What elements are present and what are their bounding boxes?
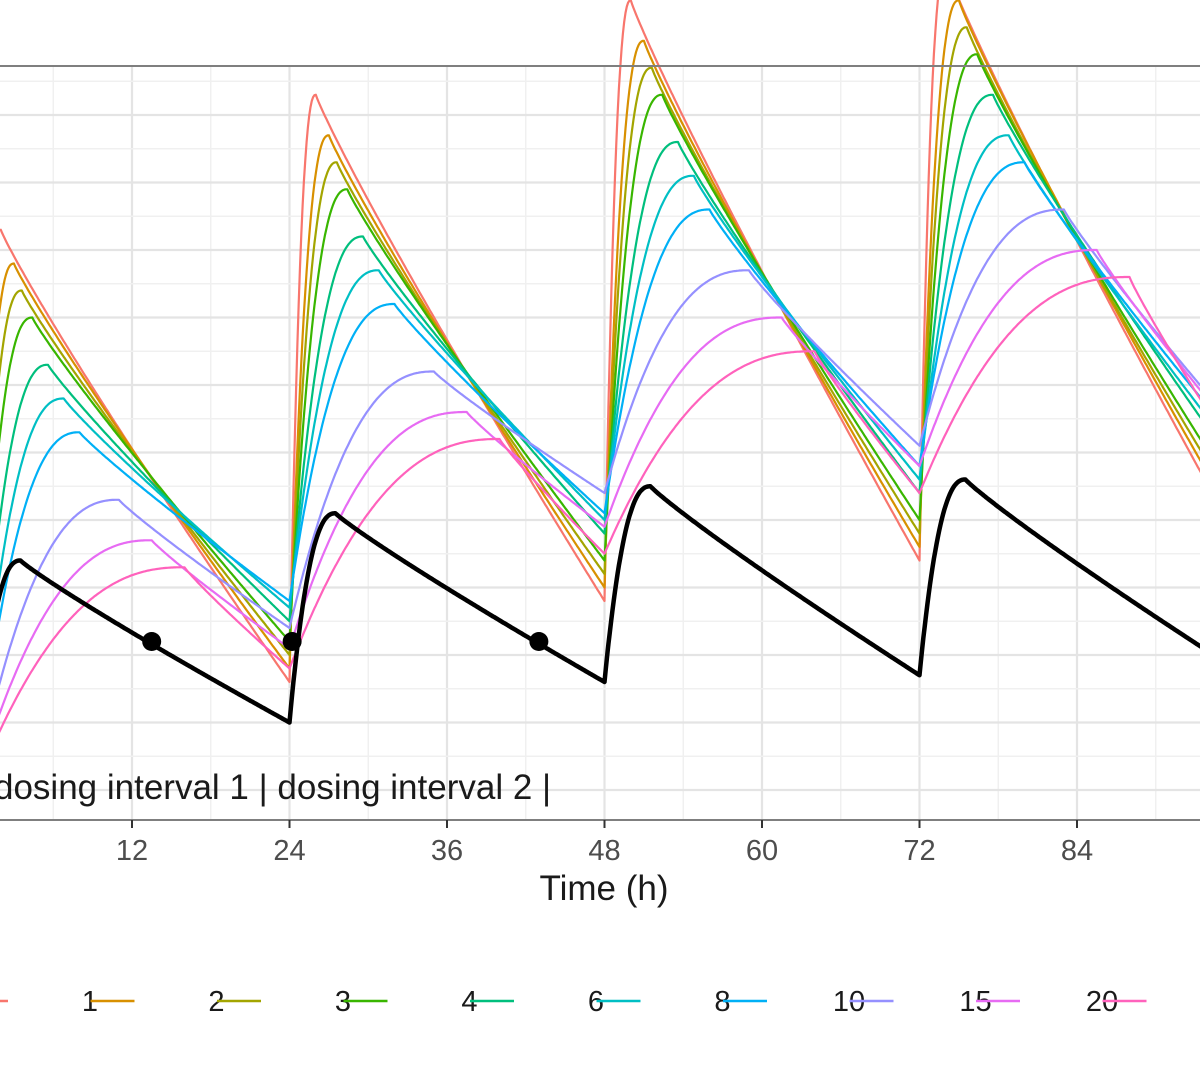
series-line-unlabeled-10 [0,477,1200,725]
x-tick-label: 72 [903,835,935,867]
series-line-6 [0,93,1200,623]
legend-label: 3 [335,986,351,1018]
x-tick-label: 36 [431,835,463,867]
highlight-point-2 [282,632,302,651]
x-tick-label: 48 [588,835,620,867]
plot-series [0,0,1200,734]
highlight-point-3 [529,632,549,651]
legend-label: 1 [82,986,98,1018]
x-tick-label: 60 [746,835,778,867]
legend-label: 2 [208,986,224,1018]
highlight-points [142,632,549,651]
legend-label: 8 [714,986,730,1018]
grid [0,66,1200,820]
series-line-20 [0,248,1200,716]
legend: 1 2 3 4 6 8 10 15 20 [0,986,1147,1018]
series-line-10 [0,161,1200,622]
x-axis-title: Time (h) [540,869,669,908]
legend-label: 4 [461,986,477,1018]
series-line-3 [0,26,1200,657]
series-line-unlabeled-9 [0,275,1200,734]
plot-panel-border [0,65,1200,821]
series-line-15 [0,208,1200,686]
highlight-point-1 [142,632,162,651]
dosing-interval-annotation: dosing interval 1 | dosing interval 2 | [0,768,551,807]
x-tick-label: 24 [273,835,305,867]
series-line-8 [0,134,1200,609]
x-axis: 12 24 36 48 60 72 84 [116,820,1093,867]
legend-label: 6 [588,986,604,1018]
series-line-1 [0,0,1200,684]
x-tick-label: 84 [1061,835,1093,867]
series-line-2 [0,0,1200,670]
x-tick-label: 12 [116,835,148,867]
